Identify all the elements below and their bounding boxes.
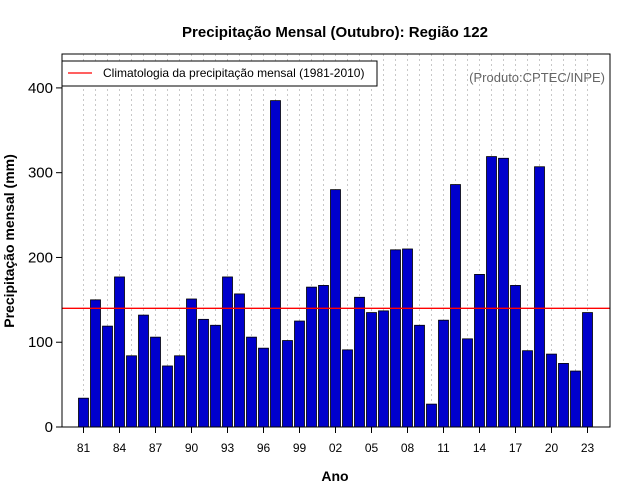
bar-18 (522, 350, 533, 428)
x-tick-label: 87 (149, 441, 163, 455)
bar-16 (498, 157, 509, 428)
x-tick-label: 02 (329, 441, 343, 455)
y-axis: 0 100 200 300 400 (28, 80, 62, 436)
bar-09 (414, 324, 425, 428)
bar-89 (174, 355, 185, 428)
bar-87 (150, 336, 161, 428)
x-tick-label: 96 (257, 441, 271, 455)
x-tick-label: 23 (581, 441, 595, 455)
x-tick-label: 20 (545, 441, 559, 455)
bar-94 (234, 293, 245, 428)
x-tick-label: 90 (185, 441, 199, 455)
bar-88 (162, 365, 173, 428)
bar-03 (342, 349, 353, 428)
legend-box (61, 60, 378, 87)
x-axis-title: Ano (321, 468, 348, 484)
product-credit: (Produto:CPTEC/INPE) (469, 70, 605, 85)
bar-10 (426, 403, 437, 428)
bar-96 (258, 347, 269, 428)
x-tick-label: 05 (365, 441, 379, 455)
legend-label: Climatologia da precipitação mensal (198… (103, 66, 364, 80)
bar-85 (126, 355, 137, 428)
bar-19 (534, 166, 545, 428)
bar-series (78, 100, 593, 428)
y-tick-label: 300 (28, 165, 53, 182)
bar-84 (114, 276, 125, 428)
bar-05 (366, 312, 377, 428)
bar-92 (210, 324, 221, 428)
bar-23 (582, 312, 593, 428)
bar-14 (474, 274, 485, 428)
bar-93 (222, 276, 233, 428)
x-tick-label: 08 (401, 441, 415, 455)
bar-07 (390, 249, 401, 428)
bar-01 (318, 285, 329, 428)
chart-title: Precipitação Mensal (Outubro): Região 12… (182, 24, 488, 41)
x-tick-label: 81 (77, 441, 91, 455)
x-tick-label: 93 (221, 441, 235, 455)
x-tick-label: 99 (293, 441, 307, 455)
y-tick-label: 0 (45, 419, 53, 436)
x-tick-label: 84 (113, 441, 127, 455)
bar-21 (558, 363, 569, 428)
y-tick-label: 100 (28, 334, 53, 351)
bar-12 (450, 184, 461, 428)
y-tick-label: 200 (28, 249, 53, 266)
bar-99 (294, 320, 305, 428)
bar-08 (402, 248, 413, 428)
bar-15 (486, 156, 497, 428)
bar-95 (246, 336, 257, 428)
bar-82 (90, 299, 101, 428)
bar-13 (462, 338, 473, 428)
y-axis-title: Precipitação mensal (mm) (1, 154, 17, 328)
x-tick-label: 17 (509, 441, 523, 455)
bar-81 (78, 397, 89, 428)
bar-06 (378, 310, 389, 428)
bar-20 (546, 353, 557, 428)
x-tick-label: 11 (437, 441, 450, 455)
bar-86 (138, 314, 149, 428)
bar-98 (282, 340, 293, 428)
x-axis: 81 84 87 90 93 96 99 02 05 08 11 14 17 20 23 (77, 427, 595, 455)
x-tick-label: 14 (473, 441, 487, 455)
bar-91 (198, 318, 209, 428)
legend: Climatologia da precipitação mensal (198… (61, 60, 378, 87)
bar-97 (270, 100, 281, 428)
bar-22 (570, 370, 581, 428)
bar-17 (510, 285, 521, 428)
bar-90 (186, 298, 197, 428)
y-tick-label: 400 (28, 80, 53, 97)
bar-04 (354, 296, 365, 428)
bar-83 (102, 325, 113, 428)
bar-11 (438, 319, 449, 428)
